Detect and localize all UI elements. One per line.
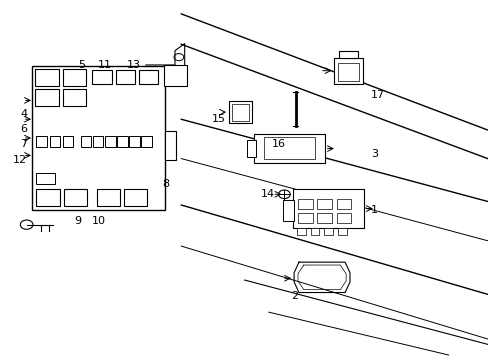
Text: 9: 9 bbox=[75, 216, 81, 226]
Bar bbox=[141, 136, 152, 147]
Bar bbox=[62, 136, 73, 147]
Text: 16: 16 bbox=[271, 139, 285, 149]
Bar bbox=[292, 189, 363, 228]
Bar bbox=[63, 189, 87, 206]
Text: 8: 8 bbox=[162, 179, 169, 189]
Bar bbox=[231, 104, 249, 121]
Bar bbox=[97, 189, 120, 206]
Text: 6: 6 bbox=[20, 124, 27, 134]
Bar bbox=[246, 140, 255, 157]
Bar bbox=[283, 200, 293, 221]
Text: 4: 4 bbox=[20, 109, 27, 119]
Bar bbox=[254, 134, 324, 163]
Bar bbox=[297, 199, 312, 209]
Bar bbox=[105, 136, 116, 147]
Bar bbox=[35, 89, 59, 106]
Bar bbox=[35, 68, 59, 86]
Bar bbox=[163, 65, 187, 86]
Bar bbox=[93, 136, 103, 147]
Bar bbox=[339, 51, 357, 58]
Text: 5: 5 bbox=[78, 60, 85, 70]
Bar bbox=[62, 89, 86, 106]
Bar bbox=[36, 173, 55, 184]
Bar bbox=[92, 70, 112, 84]
Bar bbox=[338, 63, 358, 81]
Bar bbox=[129, 136, 140, 147]
Bar bbox=[165, 131, 176, 160]
Bar bbox=[31, 66, 165, 210]
Bar bbox=[324, 228, 332, 235]
Bar bbox=[49, 136, 60, 147]
Bar bbox=[297, 213, 312, 223]
Bar bbox=[337, 228, 346, 235]
Text: 12: 12 bbox=[13, 156, 27, 165]
Bar bbox=[317, 213, 331, 223]
Bar bbox=[139, 70, 158, 84]
Text: 10: 10 bbox=[91, 216, 105, 226]
Bar bbox=[81, 136, 91, 147]
Text: 2: 2 bbox=[290, 291, 297, 301]
Bar bbox=[36, 136, 47, 147]
Bar bbox=[116, 70, 135, 84]
Bar bbox=[228, 102, 252, 123]
Text: 3: 3 bbox=[370, 149, 377, 159]
Text: 11: 11 bbox=[98, 60, 112, 70]
Bar bbox=[264, 137, 314, 158]
Text: 1: 1 bbox=[370, 205, 377, 215]
Bar bbox=[310, 228, 319, 235]
Text: 15: 15 bbox=[212, 113, 225, 123]
Bar bbox=[336, 199, 351, 209]
Bar bbox=[123, 189, 147, 206]
Bar bbox=[317, 199, 331, 209]
Text: 14: 14 bbox=[260, 189, 274, 199]
Bar bbox=[36, 189, 60, 206]
Bar bbox=[296, 228, 305, 235]
Bar bbox=[62, 68, 86, 86]
Text: 7: 7 bbox=[20, 139, 27, 149]
Text: 17: 17 bbox=[370, 90, 384, 100]
Text: 13: 13 bbox=[127, 60, 141, 70]
Bar bbox=[334, 58, 362, 84]
Bar bbox=[117, 136, 127, 147]
Bar bbox=[336, 213, 351, 223]
